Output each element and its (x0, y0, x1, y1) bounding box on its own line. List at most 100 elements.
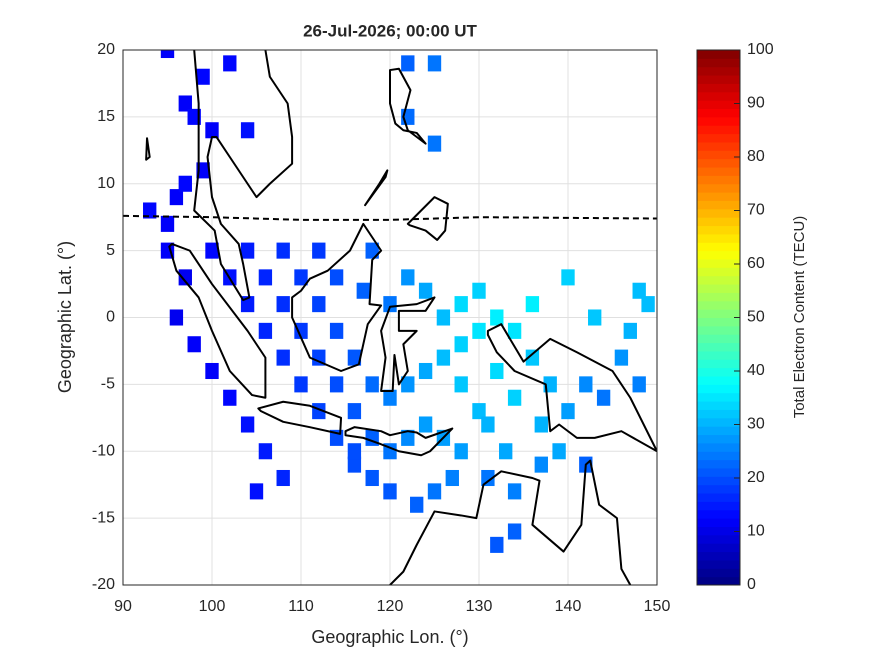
tec-cell (454, 336, 468, 353)
tec-cell (552, 443, 566, 460)
tec-cell (258, 322, 273, 339)
tec-cell (240, 122, 255, 139)
tec-cell (294, 269, 308, 286)
tec-cell (445, 469, 459, 487)
colorbar-segment (697, 367, 740, 377)
coastline (146, 138, 150, 159)
tec-cell (561, 269, 575, 286)
tec-cell (507, 389, 522, 406)
tec-cell (178, 269, 192, 286)
x-tick-label: 120 (377, 598, 404, 615)
colorbar-segment (697, 284, 740, 293)
colorbar-segment (697, 83, 740, 93)
colorbar-tick-label: 20 (747, 469, 765, 486)
tec-cell (276, 469, 290, 487)
tec-cell (472, 403, 486, 420)
tec-cell (534, 456, 548, 473)
tec-cell (383, 483, 397, 500)
tec-cell (312, 349, 326, 366)
tec-cell (356, 282, 370, 299)
tec-cell (427, 483, 442, 500)
colorbar-segment (697, 384, 740, 394)
colorbar-segment (697, 476, 740, 486)
colorbar-frame (696, 49, 741, 586)
tec-cell (276, 296, 290, 313)
y-tick-label: -10 (92, 442, 115, 459)
y-tick-label: 0 (106, 309, 115, 326)
tec-cell (205, 362, 219, 380)
tec-cell (472, 322, 486, 339)
y-tick-label: 5 (106, 242, 115, 259)
tec-cell (614, 349, 629, 366)
colorbar-segment (697, 158, 740, 168)
tec-cell (258, 443, 273, 460)
tec-cell (223, 389, 237, 406)
tec-cell (347, 456, 362, 473)
colorbar-segment (697, 401, 740, 410)
y-axis-label: Geographic Lat. (°) (55, 241, 75, 393)
tec-cell (160, 215, 175, 232)
colorbar-segment (697, 442, 740, 452)
colorbar-segment (697, 133, 740, 143)
tec-cell (196, 162, 210, 179)
colorbar-segment (697, 208, 740, 218)
tec-cell (418, 362, 433, 380)
colorbar-segment (697, 258, 740, 268)
y-tick-label: 15 (97, 108, 115, 125)
tec-cell (436, 349, 451, 366)
tec-cell (347, 403, 362, 420)
tec-cell (365, 242, 379, 259)
colorbar-segment (697, 559, 740, 569)
tec-cell (418, 416, 433, 433)
chart-title: 26-Jul-2026; 00:00 UT (303, 21, 477, 40)
tec-cell (436, 309, 451, 326)
colorbar-segment (697, 392, 740, 402)
colorbar-segment (697, 275, 740, 285)
tec-cell (383, 296, 397, 313)
colorbar-segment (697, 417, 740, 427)
tec-cell (454, 296, 468, 313)
colorbar-segment (697, 167, 740, 176)
coastline (365, 170, 387, 205)
coastlines (123, 50, 657, 585)
x-tick-label: 130 (466, 598, 493, 615)
tec-cell (632, 376, 646, 393)
colorbar-segment (697, 376, 740, 385)
colorbar-segment (697, 350, 740, 360)
colorbar-segment (697, 493, 740, 502)
colorbar-segment (697, 426, 740, 436)
colorbar-tick-label: 100 (747, 41, 774, 58)
colorbar-tick-label: 60 (747, 255, 765, 272)
colorbar-tick-label: 40 (747, 362, 765, 379)
tec-cell (312, 242, 326, 259)
colorbar-segment (697, 242, 740, 252)
colorbar-segment (697, 141, 740, 151)
tec-cell (169, 189, 184, 206)
colorbar-segment (697, 250, 740, 260)
colorbar-segment (697, 50, 740, 59)
tec-cell (329, 376, 344, 393)
colorbar-tick-label: 50 (747, 309, 765, 326)
colorbar-segment (697, 434, 740, 444)
tec-cell (490, 362, 504, 380)
colorbar-segment (697, 359, 740, 369)
tec-cell (525, 349, 540, 366)
coastline (390, 69, 426, 144)
tec-cell (641, 296, 655, 313)
colorbar-segment (697, 518, 740, 527)
coastline (381, 297, 434, 391)
tec-cell (169, 309, 184, 326)
colorbar-segment (697, 200, 740, 210)
tec-cell (196, 68, 210, 85)
colorbar-segment (697, 325, 740, 335)
tec-cell (401, 269, 415, 286)
tec-cell (507, 322, 522, 339)
cells (143, 50, 655, 553)
y-tick-label: -15 (92, 509, 115, 526)
coastline (194, 50, 292, 300)
tec-cell (454, 376, 468, 393)
tec-cell (507, 483, 522, 500)
colorbar-segment (697, 484, 740, 494)
tec-cell (240, 242, 255, 259)
tec-cell (401, 376, 415, 393)
